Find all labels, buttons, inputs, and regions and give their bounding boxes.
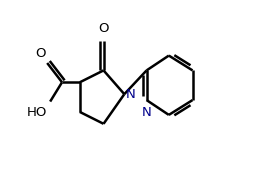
Text: O: O [98, 22, 109, 35]
Text: N: N [142, 106, 151, 119]
Text: O: O [35, 47, 46, 60]
Text: N: N [126, 88, 135, 101]
Text: HO: HO [27, 106, 47, 119]
